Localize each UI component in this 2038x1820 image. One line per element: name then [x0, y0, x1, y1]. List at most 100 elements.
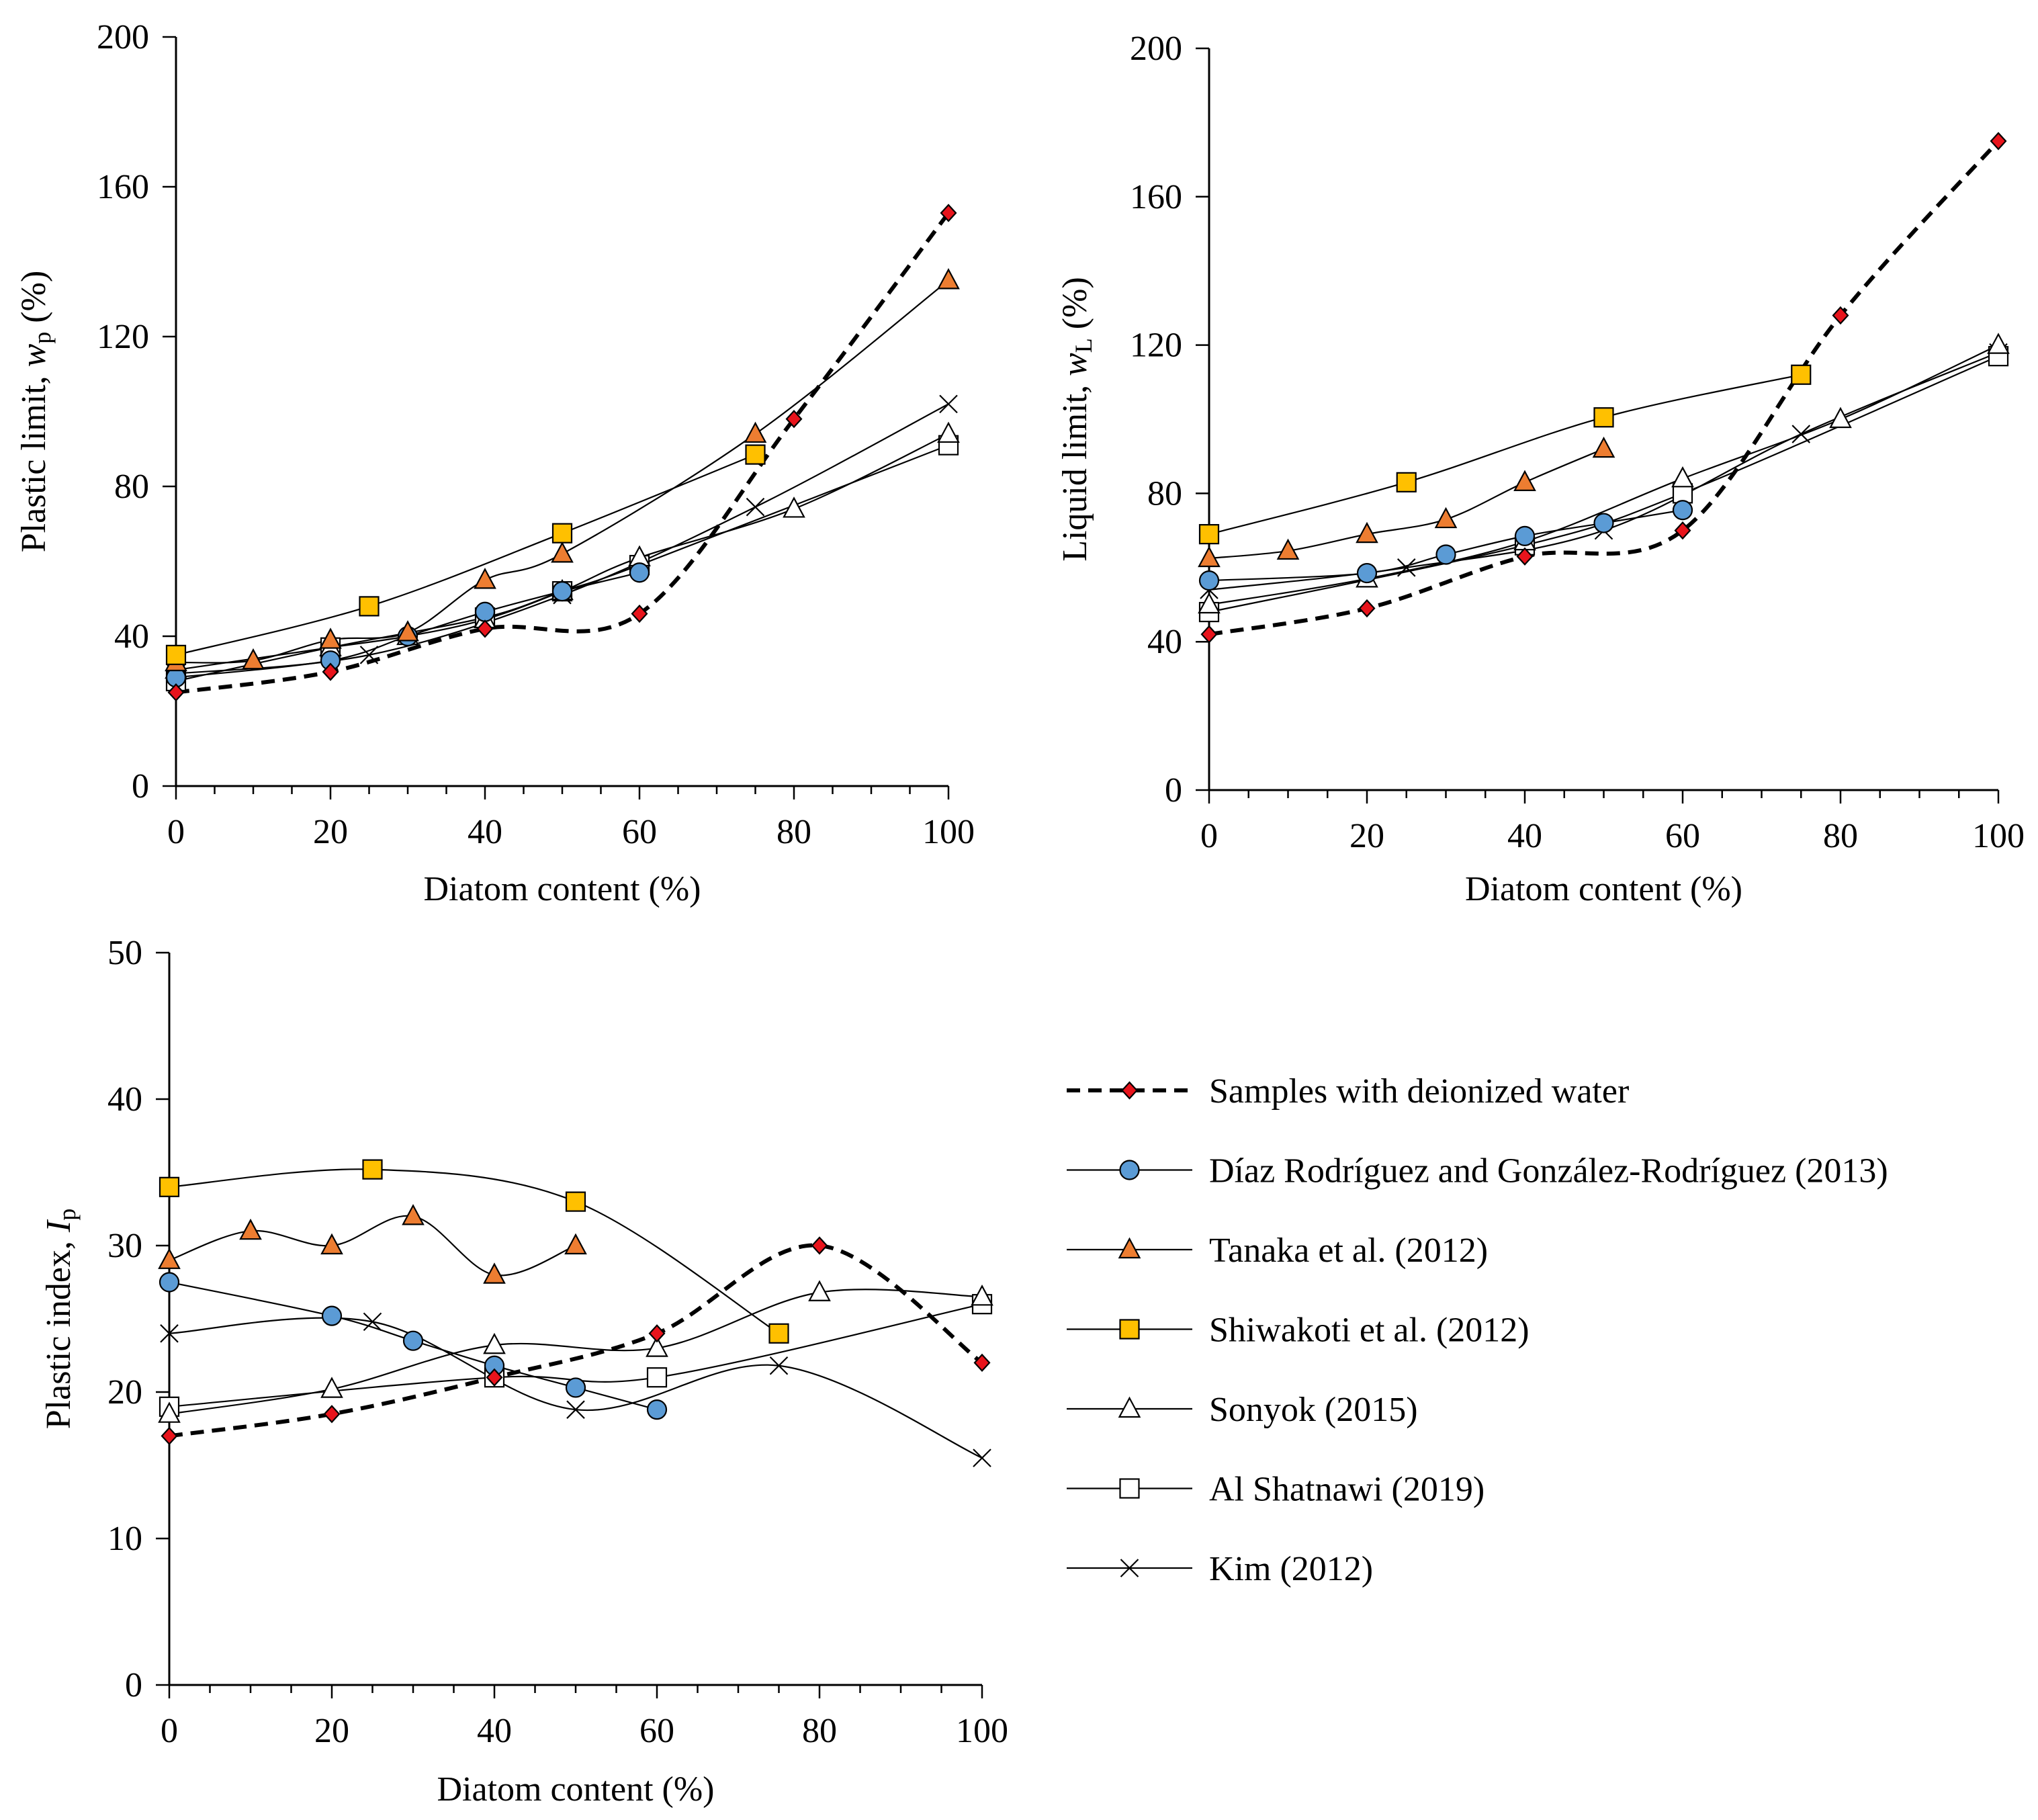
- point-kim: [363, 1312, 382, 1332]
- point-tanaka: [474, 568, 496, 589]
- point-kim: [359, 646, 379, 664]
- series-line-deionized: [169, 1243, 983, 1438]
- x-tick-label: 40: [477, 1712, 512, 1750]
- point-shiwakoti: [768, 1323, 789, 1344]
- point-tanaka: [937, 268, 960, 290]
- point-kim: [160, 1324, 179, 1343]
- y-tick-label: 200: [1130, 30, 1182, 68]
- point-sonyok: [808, 1280, 831, 1301]
- point-deionized: [476, 619, 494, 638]
- x-axis-label: Diatom content (%): [1465, 870, 1742, 908]
- point-kim: [1397, 558, 1416, 577]
- legend-item-sonyok: Sonyok (2015): [1067, 1391, 1418, 1429]
- point-deionized: [940, 204, 957, 222]
- y-tick-label: 200: [97, 18, 149, 56]
- y-tick-label: 120: [1130, 327, 1182, 365]
- point-diaz: [565, 1377, 586, 1398]
- point-diaz: [1514, 525, 1536, 546]
- legend-marker: [1119, 1319, 1140, 1340]
- y-tick-label: 0: [1165, 771, 1182, 810]
- point-diaz: [629, 562, 650, 583]
- legend-item-al-shatnawi: Al Shatnawi (2019): [1067, 1471, 1485, 1509]
- y-axis-label: Liquid limit, wL (%): [1056, 277, 1097, 562]
- series-line-kim: [1208, 351, 1999, 591]
- x-tick-label: 40: [1507, 817, 1542, 855]
- x-tick-label: 40: [468, 813, 502, 851]
- x-tick-label: 20: [1349, 817, 1384, 855]
- point-deionized: [161, 1426, 178, 1446]
- point-deionized: [648, 1324, 666, 1343]
- point-deionized: [323, 1405, 341, 1424]
- legend-label: Sonyok (2015): [1209, 1391, 1418, 1429]
- point-sonyok: [1987, 333, 2010, 354]
- point-tanaka: [1513, 470, 1536, 491]
- legend-item-deionized: Samples with deionized water: [1067, 1072, 1629, 1111]
- legend-item-diaz: Díaz Rodríguez and González-Rodríguez (2…: [1067, 1152, 1888, 1190]
- point-diaz: [159, 1272, 180, 1293]
- point-sonyok: [937, 421, 960, 443]
- series-line-sonyok: [169, 1289, 983, 1415]
- point-shiwakoti: [745, 444, 766, 465]
- point-kim: [566, 1400, 585, 1419]
- point-diaz: [646, 1399, 668, 1420]
- point-tanaka: [551, 541, 574, 563]
- x-tick-label: 0: [167, 813, 185, 851]
- point-deionized: [486, 1368, 503, 1387]
- legend-marker: [1120, 1559, 1139, 1577]
- y-axis-label: Plastic limit, wp (%): [15, 271, 56, 553]
- point-tanaka: [319, 627, 342, 649]
- point-tanaka: [1356, 521, 1378, 544]
- series-line-sonyok: [1208, 344, 1999, 606]
- point-diaz: [1198, 570, 1220, 591]
- x-axis-label: Diatom content (%): [437, 1770, 715, 1809]
- point-shiwakoti: [551, 523, 573, 544]
- point-sonyok: [320, 1377, 343, 1398]
- point-diaz: [1435, 544, 1456, 565]
- legend-item-tanaka: Tanaka et al. (2012): [1067, 1231, 1488, 1270]
- y-tick-label: 80: [114, 468, 149, 506]
- point-kim: [973, 1448, 991, 1467]
- point-sonyok: [483, 1332, 506, 1354]
- legend-label: Tanaka et al. (2012): [1209, 1231, 1488, 1270]
- point-deionized: [1674, 521, 1691, 540]
- point-shiwakoti: [165, 644, 187, 665]
- legend-item-kim: Kim (2012): [1067, 1550, 1373, 1588]
- point-shiwakoti: [1198, 524, 1220, 545]
- series-line-deionized: [1208, 139, 2000, 637]
- point-kim: [1791, 425, 1811, 443]
- legend: Samples with deionized water Díaz Rodrígu…: [1067, 1072, 1888, 1588]
- point-tanaka: [1592, 436, 1615, 458]
- chart-liquid-limit: 0 20 40 60 80 100 0 40 80 120 160 200 Diatom content…: [1056, 30, 2025, 908]
- point-tanaka: [239, 1218, 262, 1240]
- y-axis-label: Plastic index, Ip: [40, 1209, 81, 1430]
- chart-plastic-limit: 0 20 40 60 80 100 0 40 80 120 160 200 Diatom content…: [15, 18, 975, 908]
- point-tanaka: [1276, 538, 1300, 560]
- series-line-shiwakoti: [169, 1168, 780, 1334]
- point-shiwakoti: [362, 1159, 383, 1180]
- point-deionized: [1200, 625, 1218, 644]
- y-tick-label: 80: [1147, 474, 1182, 513]
- point-diaz: [1356, 562, 1378, 584]
- legend-label: Al Shatnawi (2019): [1209, 1471, 1485, 1509]
- point-tanaka: [396, 620, 419, 642]
- point-kim: [939, 394, 958, 414]
- y-tick-label: 20: [107, 1373, 142, 1412]
- point-sonyok: [1198, 592, 1221, 614]
- point-shiwakoti: [359, 596, 380, 617]
- point-deionized: [785, 410, 803, 429]
- point-tanaka: [242, 648, 265, 670]
- series-line-al-shatnawi: [175, 444, 949, 682]
- y-tick-label: 0: [125, 1666, 142, 1704]
- series-line-deionized: [175, 212, 950, 695]
- legend-label: Díaz Rodríguez and González-Rodríguez (2…: [1209, 1152, 1888, 1190]
- x-tick-label: 80: [802, 1712, 837, 1750]
- point-sonyok: [646, 1336, 668, 1357]
- x-axis-label: Diatom content (%): [424, 870, 701, 908]
- point-sonyok: [1829, 406, 1852, 429]
- point-deionized: [1516, 547, 1534, 566]
- point-diaz: [1672, 500, 1693, 521]
- x-tick-label: 0: [161, 1712, 178, 1750]
- point-shiwakoti: [1593, 407, 1614, 428]
- point-deionized: [973, 1353, 991, 1373]
- point-sonyok: [783, 496, 805, 518]
